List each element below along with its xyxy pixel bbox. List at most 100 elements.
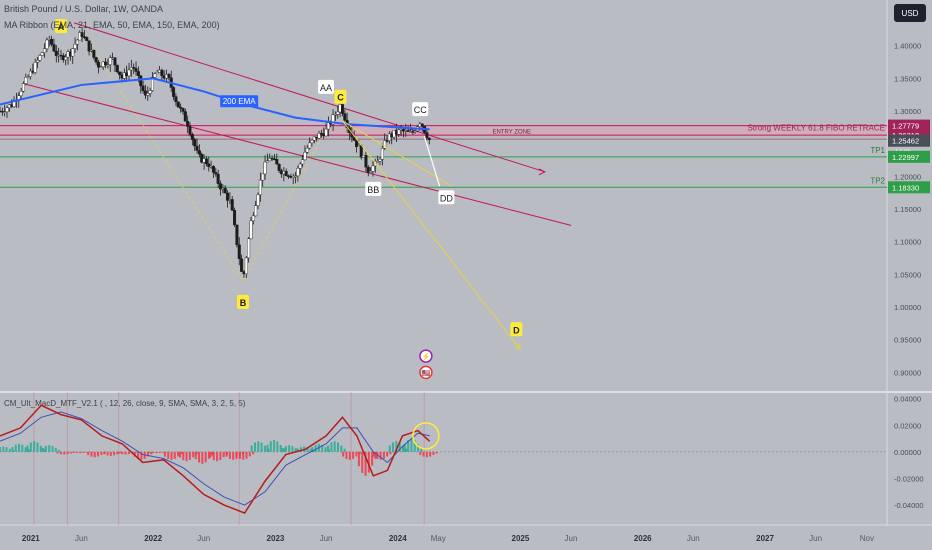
macd-bar	[288, 445, 291, 452]
candle-body	[141, 85, 145, 92]
candle-body	[197, 150, 201, 155]
macd-bar	[5, 447, 8, 452]
macd-bar	[36, 442, 39, 452]
macd-bar	[11, 447, 14, 452]
candle-body	[251, 215, 255, 222]
candle-body	[413, 130, 417, 133]
macd-bar	[345, 451, 348, 459]
macd-bar	[291, 446, 294, 452]
macd-bar	[250, 445, 253, 452]
macd-bar	[398, 442, 401, 452]
macd-bar	[405, 448, 408, 452]
macd-bar	[152, 451, 155, 454]
macd-bar	[24, 447, 27, 452]
channel-lower	[23, 83, 572, 226]
fib-retrace-label: Strong WEEKLY 61.8 FIBO RETRACE	[747, 124, 885, 133]
time-tick-label: 2022	[144, 534, 162, 543]
candle-body	[146, 93, 150, 96]
candle-body	[207, 163, 211, 167]
candle-body	[190, 134, 194, 140]
wave-label-bg	[318, 79, 335, 94]
macd-bar	[69, 451, 72, 454]
tp2-price-label: 1.18330	[892, 183, 919, 192]
macd-bar	[48, 445, 51, 452]
wave-label: DD	[440, 193, 453, 203]
wave-label: A	[58, 22, 65, 32]
macd-bar	[266, 444, 269, 452]
macd-bar	[355, 451, 358, 457]
candle-body	[200, 153, 204, 163]
price-tick-label: 1.40000	[894, 42, 921, 51]
macd-bar	[212, 451, 215, 461]
wave-label-bg	[412, 102, 429, 117]
candle-body	[150, 77, 154, 91]
macd-bar	[211, 451, 214, 456]
candle-body	[223, 187, 227, 194]
candle-body	[127, 69, 131, 77]
macd-bar	[294, 448, 297, 452]
macd-bar	[410, 438, 413, 452]
macd-bar	[66, 451, 69, 455]
macd-bar	[371, 451, 374, 466]
time-tick-label: 2024	[389, 534, 407, 543]
macd-bar	[124, 451, 127, 455]
macd-bar	[425, 451, 428, 458]
macd-bar	[276, 441, 279, 452]
projection-arrow	[514, 342, 522, 351]
candle-body	[3, 111, 7, 113]
macd-bar	[56, 451, 59, 454]
macd-bar	[253, 442, 256, 452]
macd-bar	[167, 451, 170, 459]
candle-body	[75, 39, 79, 45]
candle-body	[24, 77, 28, 84]
macd-bar	[337, 442, 340, 452]
event-icon	[419, 349, 433, 363]
macd-bar	[389, 451, 392, 455]
macd-bar	[281, 447, 284, 452]
macd-bar	[388, 445, 391, 452]
macd-bar	[163, 451, 166, 457]
macd-bar	[170, 451, 173, 460]
macd-bar	[116, 451, 119, 455]
projection-line	[342, 120, 521, 350]
macd-bar	[119, 451, 122, 454]
macd-bar	[192, 451, 195, 458]
symbol-title: British Pound / U.S. Dollar, 1W, OANDA	[4, 4, 164, 14]
macd-bar	[155, 451, 158, 454]
macd-bar	[82, 451, 85, 454]
macd-bar	[8, 448, 11, 452]
event-icon	[419, 365, 433, 380]
macd-bar	[39, 445, 42, 452]
macd-bar	[43, 448, 46, 452]
candle-body	[188, 126, 192, 135]
macd-bar	[232, 451, 235, 460]
candle-body	[54, 50, 58, 56]
indicator-legend: MA Ribbon (EMA, 21, EMA, 50, EMA, 150, E…	[4, 20, 220, 30]
macd-bar	[140, 451, 143, 460]
macd-bar	[219, 451, 222, 460]
candle-body	[155, 71, 159, 75]
macd-bar	[364, 451, 367, 476]
candle-body	[87, 40, 91, 52]
candle-body	[369, 170, 373, 173]
wave-label: CC	[414, 105, 427, 115]
candle-body	[108, 57, 112, 65]
candle-body	[38, 55, 42, 61]
fib-price-label-bg	[888, 119, 930, 132]
candle-body	[261, 173, 265, 181]
candle-body	[73, 44, 77, 49]
candle-body	[296, 168, 300, 177]
macd-bar	[29, 442, 32, 452]
time-tick-label: 2021	[22, 534, 40, 543]
macd-bar	[435, 451, 438, 454]
macd-bar	[392, 442, 395, 452]
macd-bar	[51, 446, 54, 452]
candle-body	[317, 133, 321, 139]
macd-bar	[306, 447, 309, 452]
time-tick-label: Nov	[860, 534, 874, 543]
macd-bar	[109, 451, 112, 456]
macd-bar	[420, 447, 423, 452]
time-tick-label: 2025	[512, 534, 530, 543]
